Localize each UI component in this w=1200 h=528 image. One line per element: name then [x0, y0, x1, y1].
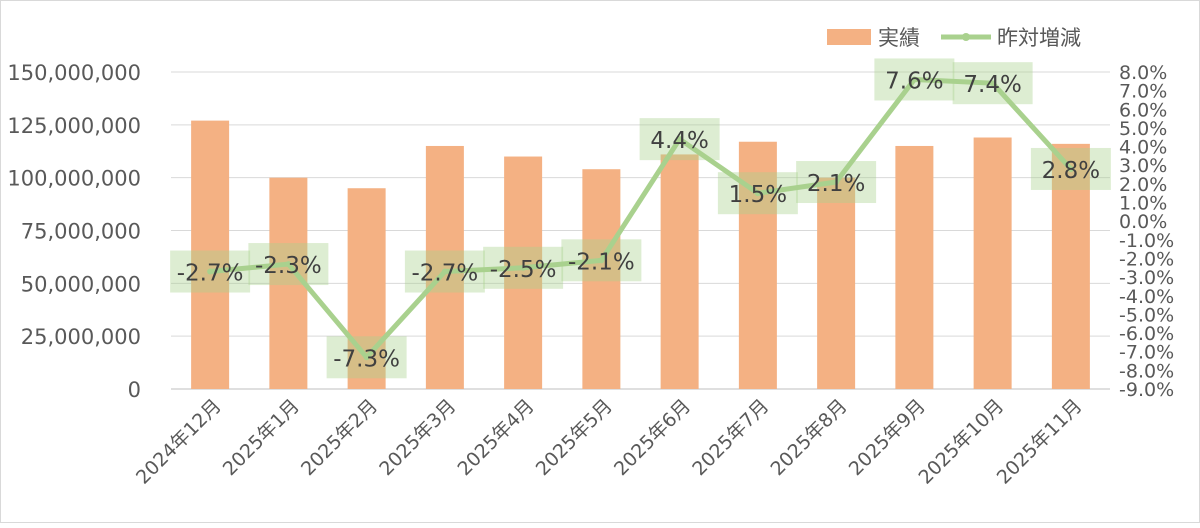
bar [1051, 143, 1090, 389]
right-axis-tick-label: -6.0% [1119, 323, 1174, 345]
left-axis-tick-label: 125,000,000 [7, 114, 141, 138]
right-axis-tick-label: -2.0% [1119, 248, 1174, 270]
x-axis-tick-label: 2025年5月 [532, 395, 617, 480]
legend-label: 昨対増減 [997, 26, 1081, 50]
data-label-box [717, 172, 798, 215]
left-axis-tick-label: 150,000,000 [7, 61, 141, 85]
right-axis-tick-label: 8.0% [1119, 62, 1167, 84]
x-axis-tick-label: 2025年9月 [845, 395, 930, 480]
data-label-box [952, 62, 1033, 105]
growth-line [209, 76, 1073, 360]
right-axis-tick-label: 1.0% [1119, 193, 1167, 215]
data-label: -2.1% [568, 249, 635, 275]
bar [817, 177, 856, 389]
bar [895, 145, 934, 389]
bar [425, 145, 464, 389]
data-label-box [326, 336, 407, 379]
right-axis-tick-label: -3.0% [1119, 267, 1174, 289]
line-point [441, 268, 448, 275]
data-label-box [874, 58, 955, 101]
data-label-box [404, 250, 485, 293]
data-label: 4.4% [650, 128, 708, 154]
data-label: 1.5% [729, 182, 787, 208]
line-point [1067, 165, 1074, 172]
line-point [989, 80, 996, 87]
data-label-box [170, 250, 251, 293]
data-label: -2.5% [490, 257, 557, 283]
data-label: 2.8% [1042, 158, 1100, 184]
x-axis-tick-label: 2025年4月 [453, 395, 538, 480]
data-label-box [561, 239, 642, 282]
right-axis-tick-label: 6.0% [1119, 99, 1167, 121]
right-axis-tick-label: -9.0% [1119, 379, 1174, 401]
data-label: 7.6% [885, 68, 943, 94]
x-axis-tick-label: 2025年6月 [610, 395, 695, 480]
data-label: 2.1% [807, 171, 865, 197]
bar [269, 177, 308, 389]
right-axis-tick-label: -4.0% [1119, 286, 1174, 308]
line-point [285, 261, 292, 268]
data-label-box [248, 243, 329, 286]
data-label: -2.3% [255, 253, 322, 279]
right-axis-tick-label: -5.0% [1119, 304, 1174, 326]
x-axis-tick-label: 2024年12月 [132, 395, 226, 489]
right-axis-tick-label: 5.0% [1119, 118, 1167, 140]
right-axis-tick-label: 3.0% [1119, 155, 1167, 177]
right-axis-tick-label: 7.0% [1119, 81, 1167, 103]
bar [582, 169, 621, 389]
legend-bar-swatch [827, 29, 871, 45]
data-label: -2.7% [177, 261, 244, 287]
data-label-box [1030, 147, 1111, 190]
line-point [598, 257, 605, 264]
x-axis-tick-label: 2025年2月 [297, 395, 382, 480]
line-point [754, 190, 761, 197]
bar [660, 154, 699, 389]
bar [973, 137, 1012, 389]
bar [191, 120, 230, 390]
right-axis-tick-label: 2.0% [1119, 174, 1167, 196]
left-axis-tick-label: 100,000,000 [7, 167, 141, 191]
left-axis-tick-label: 75,000,000 [21, 220, 141, 244]
data-label-box [483, 246, 564, 289]
x-axis-tick-label: 2025年11月 [993, 395, 1087, 489]
x-axis-tick-label: 2025年3月 [375, 395, 460, 480]
data-label: 7.4% [963, 72, 1021, 98]
right-axis-tick-label: -1.0% [1119, 230, 1174, 252]
right-axis-tick-label: 0.0% [1119, 211, 1167, 233]
legend-line-marker [962, 33, 970, 41]
right-axis-tick-label: 4.0% [1119, 137, 1167, 159]
legend-label: 実績 [878, 26, 920, 50]
bar [504, 156, 543, 389]
data-label: -2.7% [412, 261, 479, 287]
left-axis-tick-label: 0 [128, 378, 141, 402]
line-point [676, 136, 683, 143]
line-point [207, 268, 214, 275]
x-axis-tick-label: 2025年8月 [766, 395, 851, 480]
data-label-box [639, 118, 720, 161]
line-point [911, 76, 918, 83]
left-axis-tick-label: 25,000,000 [21, 325, 141, 349]
line-point [363, 354, 370, 361]
right-axis-tick-label: -8.0% [1119, 360, 1174, 382]
data-label: -7.3% [333, 346, 400, 372]
line-point [520, 264, 527, 271]
line-point [833, 179, 840, 186]
right-axis-tick-label: -7.0% [1119, 342, 1174, 364]
left-axis-tick-label: 50,000,000 [21, 272, 141, 296]
x-axis-tick-label: 2025年7月 [688, 395, 773, 480]
x-axis-tick-label: 2025年1月 [219, 395, 304, 480]
data-label-box [796, 161, 877, 204]
